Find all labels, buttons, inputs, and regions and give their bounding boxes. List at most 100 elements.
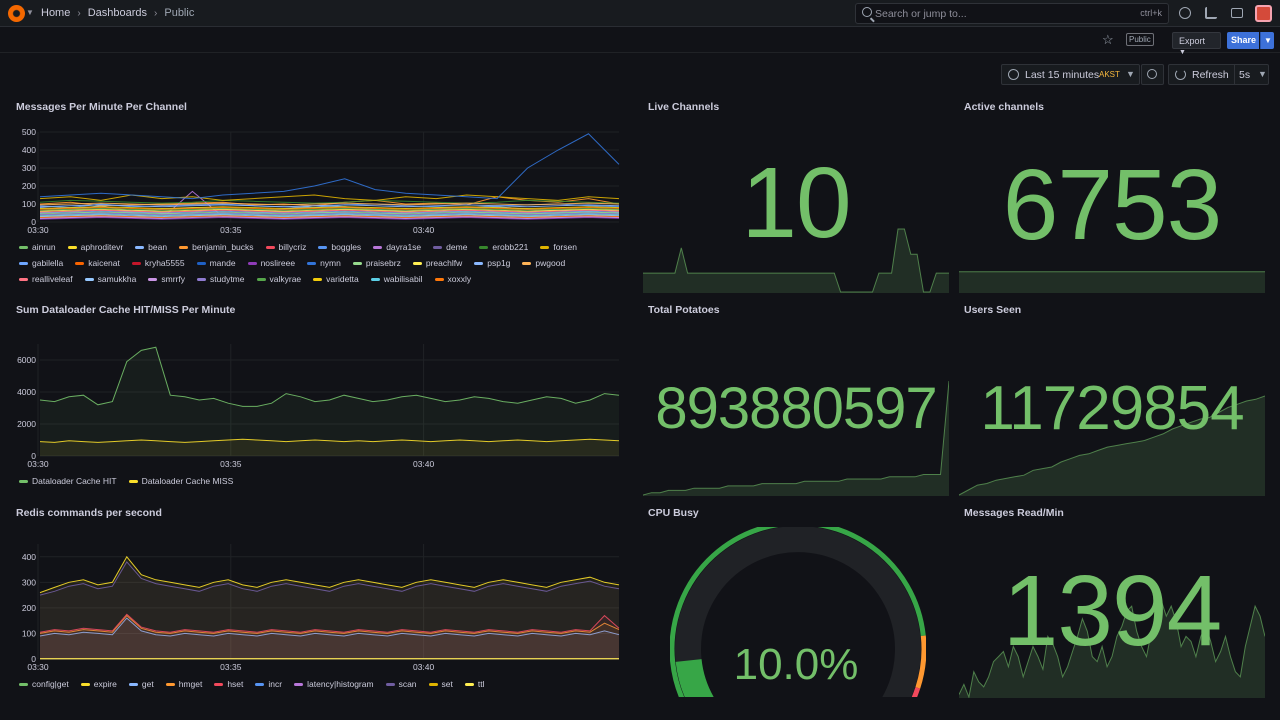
series-line[interactable]: [39, 613, 620, 633]
series-line[interactable]: [39, 194, 620, 201]
legend-item[interactable]: studytme: [197, 274, 245, 284]
series-line[interactable]: [39, 207, 620, 211]
series-line[interactable]: [39, 213, 620, 217]
legend-item[interactable]: pwgood: [522, 258, 565, 268]
time-range-picker[interactable]: Last 15 minutes AKST ▼: [1001, 64, 1140, 85]
legend-item[interactable]: hmget: [165, 679, 202, 689]
legend-item[interactable]: gabilella: [19, 258, 63, 268]
panel-title-redis[interactable]: Redis commands per second: [16, 507, 162, 519]
breadcrumb-home[interactable]: Home: [41, 7, 71, 19]
legend-item[interactable]: Dataloader Cache HIT: [19, 476, 117, 486]
legend-item[interactable]: samukkha: [84, 274, 136, 284]
series-line[interactable]: [39, 210, 620, 214]
series-line[interactable]: [39, 211, 620, 215]
panel-title-messages-read[interactable]: Messages Read/Min: [964, 507, 1064, 519]
series-line[interactable]: [39, 617, 620, 637]
panel-title-cpu-busy[interactable]: CPU Busy: [648, 507, 699, 519]
legend-item[interactable]: scan: [385, 679, 417, 689]
share-options-button[interactable]: ▼: [1260, 32, 1274, 49]
legend-item[interactable]: forsen: [540, 242, 577, 252]
legend-item[interactable]: set: [428, 679, 453, 689]
dataloader-chart[interactable]: 0 2000 4000 6000 03:30 03:35 03:40: [10, 340, 625, 470]
legend-item[interactable]: nymn: [307, 258, 341, 268]
series-line[interactable]: [39, 207, 620, 210]
series-line[interactable]: [39, 199, 620, 204]
legend-item[interactable]: valkyrae: [256, 274, 301, 284]
series-line[interactable]: [39, 614, 620, 634]
panel-title-total-potatoes[interactable]: Total Potatoes: [648, 304, 720, 316]
legend-item[interactable]: benjamin_bucks: [179, 242, 254, 252]
refresh-interval[interactable]: 5s: [1239, 69, 1251, 81]
share-button[interactable]: Share: [1227, 32, 1259, 49]
rss-icon[interactable]: [1205, 7, 1217, 19]
star-icon[interactable]: ☆: [1102, 32, 1114, 47]
series-line[interactable]: [39, 202, 620, 206]
legend-label: scan: [398, 679, 417, 689]
help-icon[interactable]: [1179, 7, 1191, 19]
series-line[interactable]: [39, 216, 620, 220]
series-line[interactable]: [39, 216, 620, 219]
series-line[interactable]: [39, 346, 620, 407]
panel-title-messages[interactable]: Messages Per Minute Per Channel: [16, 101, 187, 113]
legend-item[interactable]: noslireee: [247, 258, 295, 268]
chevron-right-icon: ›: [77, 7, 81, 19]
series-line[interactable]: [39, 208, 620, 212]
legend-label: incr: [268, 679, 283, 689]
panel-title-users-seen[interactable]: Users Seen: [964, 304, 1022, 316]
legend-item[interactable]: expire: [80, 679, 117, 689]
legend-item[interactable]: Dataloader Cache MISS: [128, 476, 233, 486]
series-line[interactable]: [39, 133, 620, 200]
panel-title-active-channels[interactable]: Active channels: [964, 101, 1044, 113]
grafana-logo-icon[interactable]: [8, 5, 25, 22]
search-input[interactable]: Search or jump to... ctrl+k: [855, 3, 1169, 24]
legend-item[interactable]: boggles: [318, 242, 361, 252]
series-line[interactable]: [39, 438, 620, 443]
legend-item[interactable]: aphroditevr: [67, 242, 123, 252]
legend-item[interactable]: psp1g: [474, 258, 510, 268]
legend-item[interactable]: incr: [255, 679, 282, 689]
legend-item[interactable]: ttl: [464, 679, 485, 689]
avatar[interactable]: [1255, 5, 1272, 22]
messages-per-minute-chart[interactable]: 0 100 200 300 400 500 03:30 03:35 03:40: [10, 128, 625, 236]
panel-title-dataloader[interactable]: Sum Dataloader Cache HIT/MISS Per Minute: [16, 304, 236, 316]
legend-item[interactable]: praisebrz: [352, 258, 401, 268]
legend-item[interactable]: varidetta: [313, 274, 359, 284]
legend-item[interactable]: ainrun: [19, 242, 56, 252]
series-line[interactable]: [39, 214, 620, 218]
legend-item[interactable]: hset: [214, 679, 243, 689]
chevron-down-icon[interactable]: ▼: [1258, 69, 1267, 79]
legend-item[interactable]: mande: [196, 258, 236, 268]
legend-item[interactable]: deme: [433, 242, 467, 252]
series-line[interactable]: [39, 215, 620, 219]
legend-item[interactable]: smrrfy: [148, 274, 185, 284]
tv-icon[interactable]: [1231, 8, 1243, 18]
series-line[interactable]: [39, 209, 620, 213]
series-line[interactable]: [39, 204, 620, 208]
legend-item[interactable]: get: [128, 679, 154, 689]
export-button[interactable]: Export ▼: [1172, 32, 1221, 56]
series-line[interactable]: [39, 206, 620, 210]
zoom-out-button[interactable]: [1141, 64, 1164, 85]
legend-item[interactable]: xoxxly: [434, 274, 471, 284]
redis-chart[interactable]: 0 100 200 300 400 03:30 03:35 03:40: [10, 540, 625, 673]
legend-item[interactable]: kryha5555: [131, 258, 185, 268]
legend-item[interactable]: preachlfw: [412, 258, 462, 268]
legend-item[interactable]: bean: [135, 242, 167, 252]
legend-item[interactable]: dayra1se: [373, 242, 421, 252]
legend-label: Dataloader Cache HIT: [32, 476, 117, 486]
chevron-down-icon[interactable]: ▼: [26, 8, 34, 17]
legend-item[interactable]: latency|histogram: [294, 679, 374, 689]
breadcrumb-dashboards[interactable]: Dashboards: [87, 7, 148, 19]
x-tick-label: 03:35: [220, 225, 242, 235]
panel-title-live-channels[interactable]: Live Channels: [648, 101, 720, 113]
legend-item[interactable]: config|get: [19, 679, 69, 689]
refresh-button[interactable]: Refresh 5s ▼: [1168, 64, 1269, 85]
series-line[interactable]: [39, 561, 620, 596]
legend-item[interactable]: billycriz: [265, 242, 306, 252]
legend-item[interactable]: kaicenat: [75, 258, 120, 268]
legend-item[interactable]: realliveleaf: [19, 274, 73, 284]
legend-item[interactable]: wabilisabil: [370, 274, 423, 284]
series-line[interactable]: [39, 212, 620, 216]
legend-item[interactable]: erobb221: [479, 242, 528, 252]
series-line[interactable]: [39, 555, 620, 594]
